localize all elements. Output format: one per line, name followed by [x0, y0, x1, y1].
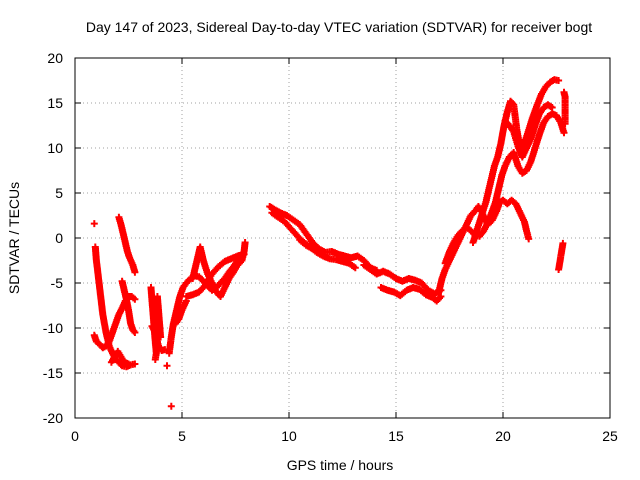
data-track-t21	[441, 110, 568, 267]
data-track-t13	[182, 250, 248, 300]
data-track-t5	[107, 347, 132, 368]
x-axis-title: GPS time / hours	[287, 457, 394, 473]
chart-title: Day 147 of 2023, Sidereal Day-to-day VTE…	[86, 19, 592, 35]
y-tick-label: -20	[43, 410, 63, 426]
y-tick-label: 15	[47, 95, 63, 111]
y-tick-label: -5	[51, 275, 64, 291]
data-track-t7	[148, 322, 169, 354]
x-tick-label: 25	[602, 428, 618, 444]
x-tick-label: 0	[71, 428, 79, 444]
y-tick-label: 10	[47, 140, 63, 156]
y-tick-label: -15	[43, 365, 63, 381]
data-track-t9	[163, 362, 171, 370]
y-tick-label: 20	[47, 50, 63, 66]
data-track-t25	[560, 88, 569, 128]
x-tick-label: 20	[495, 428, 511, 444]
data-track-t3	[115, 213, 139, 276]
data-track-t15	[266, 203, 381, 274]
data-track-t14	[172, 297, 190, 327]
x-tick-label: 15	[388, 428, 404, 444]
data-track-t19	[377, 284, 445, 305]
data-track-t23	[501, 101, 556, 161]
data-track-t17	[296, 236, 323, 255]
y-axis-title: SDTVAR / TECUs	[6, 182, 22, 294]
data-track-t18	[360, 261, 445, 298]
data-track-t4	[118, 277, 139, 336]
data-track-t8	[153, 293, 165, 341]
x-tick-label: 10	[281, 428, 297, 444]
x-tick-label: 5	[178, 428, 186, 444]
data-track-t10	[167, 402, 175, 410]
y-tick-label: 0	[55, 230, 63, 246]
data-points	[90, 76, 569, 410]
y-tick-label: -10	[43, 320, 63, 336]
data-track-t26	[90, 220, 98, 228]
y-tick-label: 5	[55, 185, 63, 201]
axis-ticks: 0 5 10 15 20 25 -20 -15 -10 -5 0 5 10 15 20	[43, 50, 618, 444]
data-track-t24	[555, 239, 567, 273]
